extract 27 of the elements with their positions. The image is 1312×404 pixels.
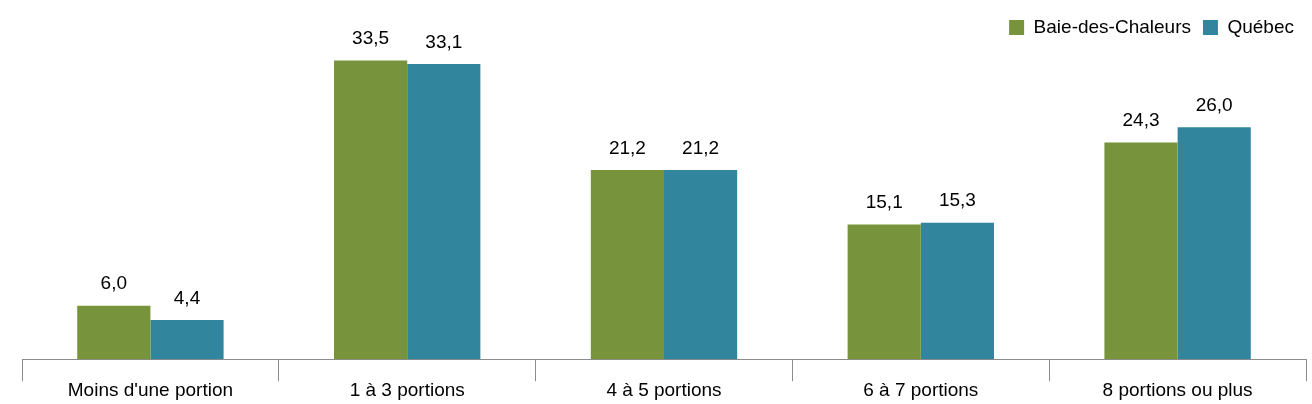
- data-label: 6,0: [100, 272, 128, 294]
- data-label: 21,2: [608, 136, 646, 158]
- bar: [847, 224, 921, 360]
- bar: [77, 305, 151, 360]
- x-tick-label: 6 à 7 portions: [863, 378, 979, 400]
- bar: [407, 63, 481, 360]
- bar: [1104, 142, 1178, 360]
- data-label: 15,3: [938, 189, 976, 211]
- data-label: 33,5: [352, 27, 390, 49]
- data-label: 33,1: [425, 30, 463, 52]
- x-tick-label: Moins d'une portion: [67, 378, 234, 400]
- data-label: 24,3: [1122, 109, 1160, 131]
- x-tick-label: 4 à 5 portions: [606, 378, 722, 400]
- bar: [334, 60, 408, 360]
- bar: [590, 170, 664, 360]
- data-label: 15,1: [865, 191, 903, 213]
- bar: [920, 222, 994, 360]
- legend-label: Québec: [1227, 15, 1294, 37]
- x-tick-label: 8 portions ou plus: [1102, 378, 1253, 400]
- data-label: 21,2: [682, 136, 720, 158]
- bar: [1177, 127, 1251, 360]
- data-label: 26,0: [1195, 94, 1233, 116]
- legend-label: Baie-des-Chaleurs: [1033, 15, 1191, 37]
- x-tick-label: 1 à 3 portions: [349, 378, 465, 400]
- data-label: 4,4: [173, 286, 201, 308]
- bar: [664, 170, 738, 360]
- bar: [150, 319, 224, 360]
